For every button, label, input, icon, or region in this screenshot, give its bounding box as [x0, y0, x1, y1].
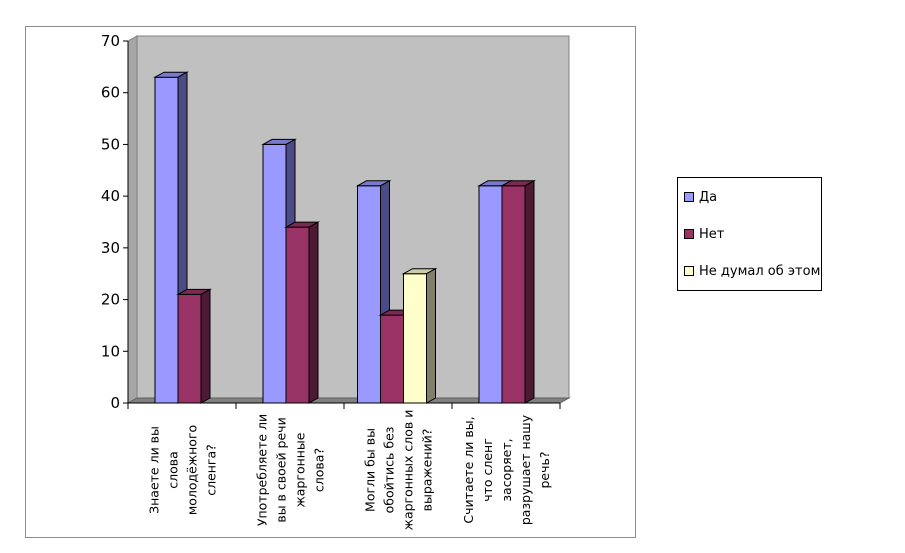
y-tick-label: 30 [101, 239, 120, 257]
x-category-line: сленга? [204, 444, 219, 496]
bar-side-1-3 [524, 179, 535, 404]
x-category-line: засоряет, [499, 438, 514, 501]
chart-side-wall [127, 35, 138, 404]
bar-side-2-2 [426, 267, 436, 404]
legend-item-ne-dumal: Не думал об этом [684, 263, 820, 279]
x-category-line: Могли бы вы [363, 428, 378, 512]
x-category-label: Считаете ли вы, что сленг засоряет, разруша… [461, 414, 552, 525]
x-category-label: Знаете ли вы слова молодёжного сленга? [147, 425, 219, 515]
bar-1-0 [177, 293, 202, 404]
x-category-line: вы в своей речи [274, 417, 289, 522]
x-category-line: выражений? [420, 429, 435, 512]
chart-area: 0 10 20 30 40 50 60 70 Знаете ли вы слова молодёжн… [25, 26, 636, 538]
x-category-line: разрушает нашу [518, 414, 533, 525]
x-category-text: Считаете ли вы, что сленг засоряет, разруша… [461, 414, 552, 525]
bar-0-1 [262, 143, 287, 404]
legend-item-da: Да [684, 189, 717, 205]
bar-0-3 [478, 185, 503, 404]
y-tick-label: 10 [101, 342, 120, 360]
x-category-line: Знаете ли вы [147, 426, 162, 514]
bar-2-2 [403, 273, 427, 404]
legend-item-net: Нет [684, 226, 724, 242]
bar-1-1 [285, 226, 310, 404]
bar-side-1-1 [308, 221, 319, 404]
y-tick-label: 50 [101, 135, 120, 153]
legend-swatch-net [684, 229, 694, 239]
legend-label-ne-dumal: Не думал об этом [699, 263, 821, 279]
x-category-label: Могли бы вы обойтись без жаргонных слов и в… [363, 410, 435, 531]
legend-swatch-ne-dumal [684, 266, 694, 276]
y-tick-label: 70 [101, 32, 120, 50]
bar-0-2 [357, 185, 381, 404]
y-tick-label: 40 [101, 187, 120, 205]
x-category-line: Считаете ли вы, [461, 416, 476, 523]
x-category-line: речь? [537, 451, 552, 488]
x-category-text: Знаете ли вы слова молодёжного сленга? [147, 425, 219, 515]
bar-side-1-0 [200, 288, 211, 404]
x-category-line: Употребляете ли [255, 414, 270, 526]
bar-1-2 [380, 314, 404, 404]
x-category-line: слова [166, 451, 181, 489]
x-category-text: Употребляете ли вы в своей речи жаргонные с… [255, 414, 327, 526]
x-category-line: жаргонные [293, 432, 308, 507]
y-tick-label: 60 [101, 84, 120, 102]
x-category-line: что сленг [480, 438, 495, 502]
bar-chart: 0 10 20 30 40 50 60 70 Знаете ли вы слова молодёжн… [101, 32, 571, 531]
bar-1-3 [501, 185, 526, 404]
x-category-line: жаргонных слов и [401, 410, 416, 531]
x-category-label: Употребляете ли вы в своей речи жаргонные с… [255, 414, 327, 526]
legend-label-net: Нет [699, 226, 725, 242]
y-tick-label: 20 [101, 291, 120, 309]
x-category-line: обойтись без [382, 427, 397, 514]
bar-0-0 [154, 76, 179, 404]
legend: Да Нет Не думал об этом [677, 177, 822, 291]
x-category-line: молодёжного [185, 425, 200, 515]
legend-label-da: Да [699, 189, 718, 205]
x-category-text: Могли бы вы обойтись без жаргонных слов и в… [363, 410, 435, 531]
y-tick-label: 0 [110, 394, 120, 412]
legend-swatch-da [684, 192, 694, 202]
x-category-line: слова? [312, 448, 327, 492]
